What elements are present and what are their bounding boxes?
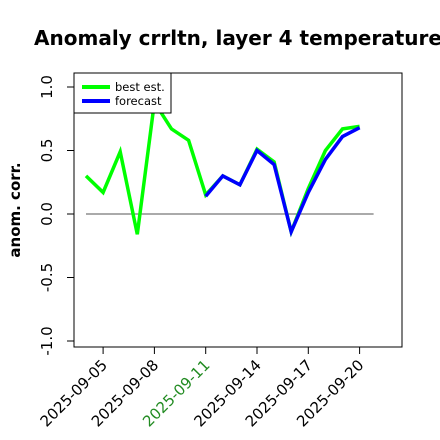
legend-label-forecast: forecast [115,94,162,108]
series-line-best-est [84,97,360,238]
chart-title: Anomaly crrltn, layer 4 temperature [34,26,440,50]
series-line-forecast [204,126,361,238]
y-axis: -1.0 -0.5 0.0 0.5 1.0 [38,75,75,356]
series-layer [84,97,361,238]
y-axis-label: anom. corr. [6,162,24,257]
y-tick-label: -0.5 [38,263,56,292]
y-tick-label: 0.5 [38,139,56,163]
y-tick-label: 0.0 [38,202,56,226]
y-tick-label: 1.0 [38,75,56,99]
legend-label-best-est: best est. [115,80,165,94]
y-tick-label: -1.0 [38,326,56,355]
legend-box [73,72,172,114]
legend: best est. forecast [73,72,172,114]
x-axis: 2025-09-052025-09-082025-09-112025-09-14… [37,346,367,430]
plot-frame [73,72,403,348]
